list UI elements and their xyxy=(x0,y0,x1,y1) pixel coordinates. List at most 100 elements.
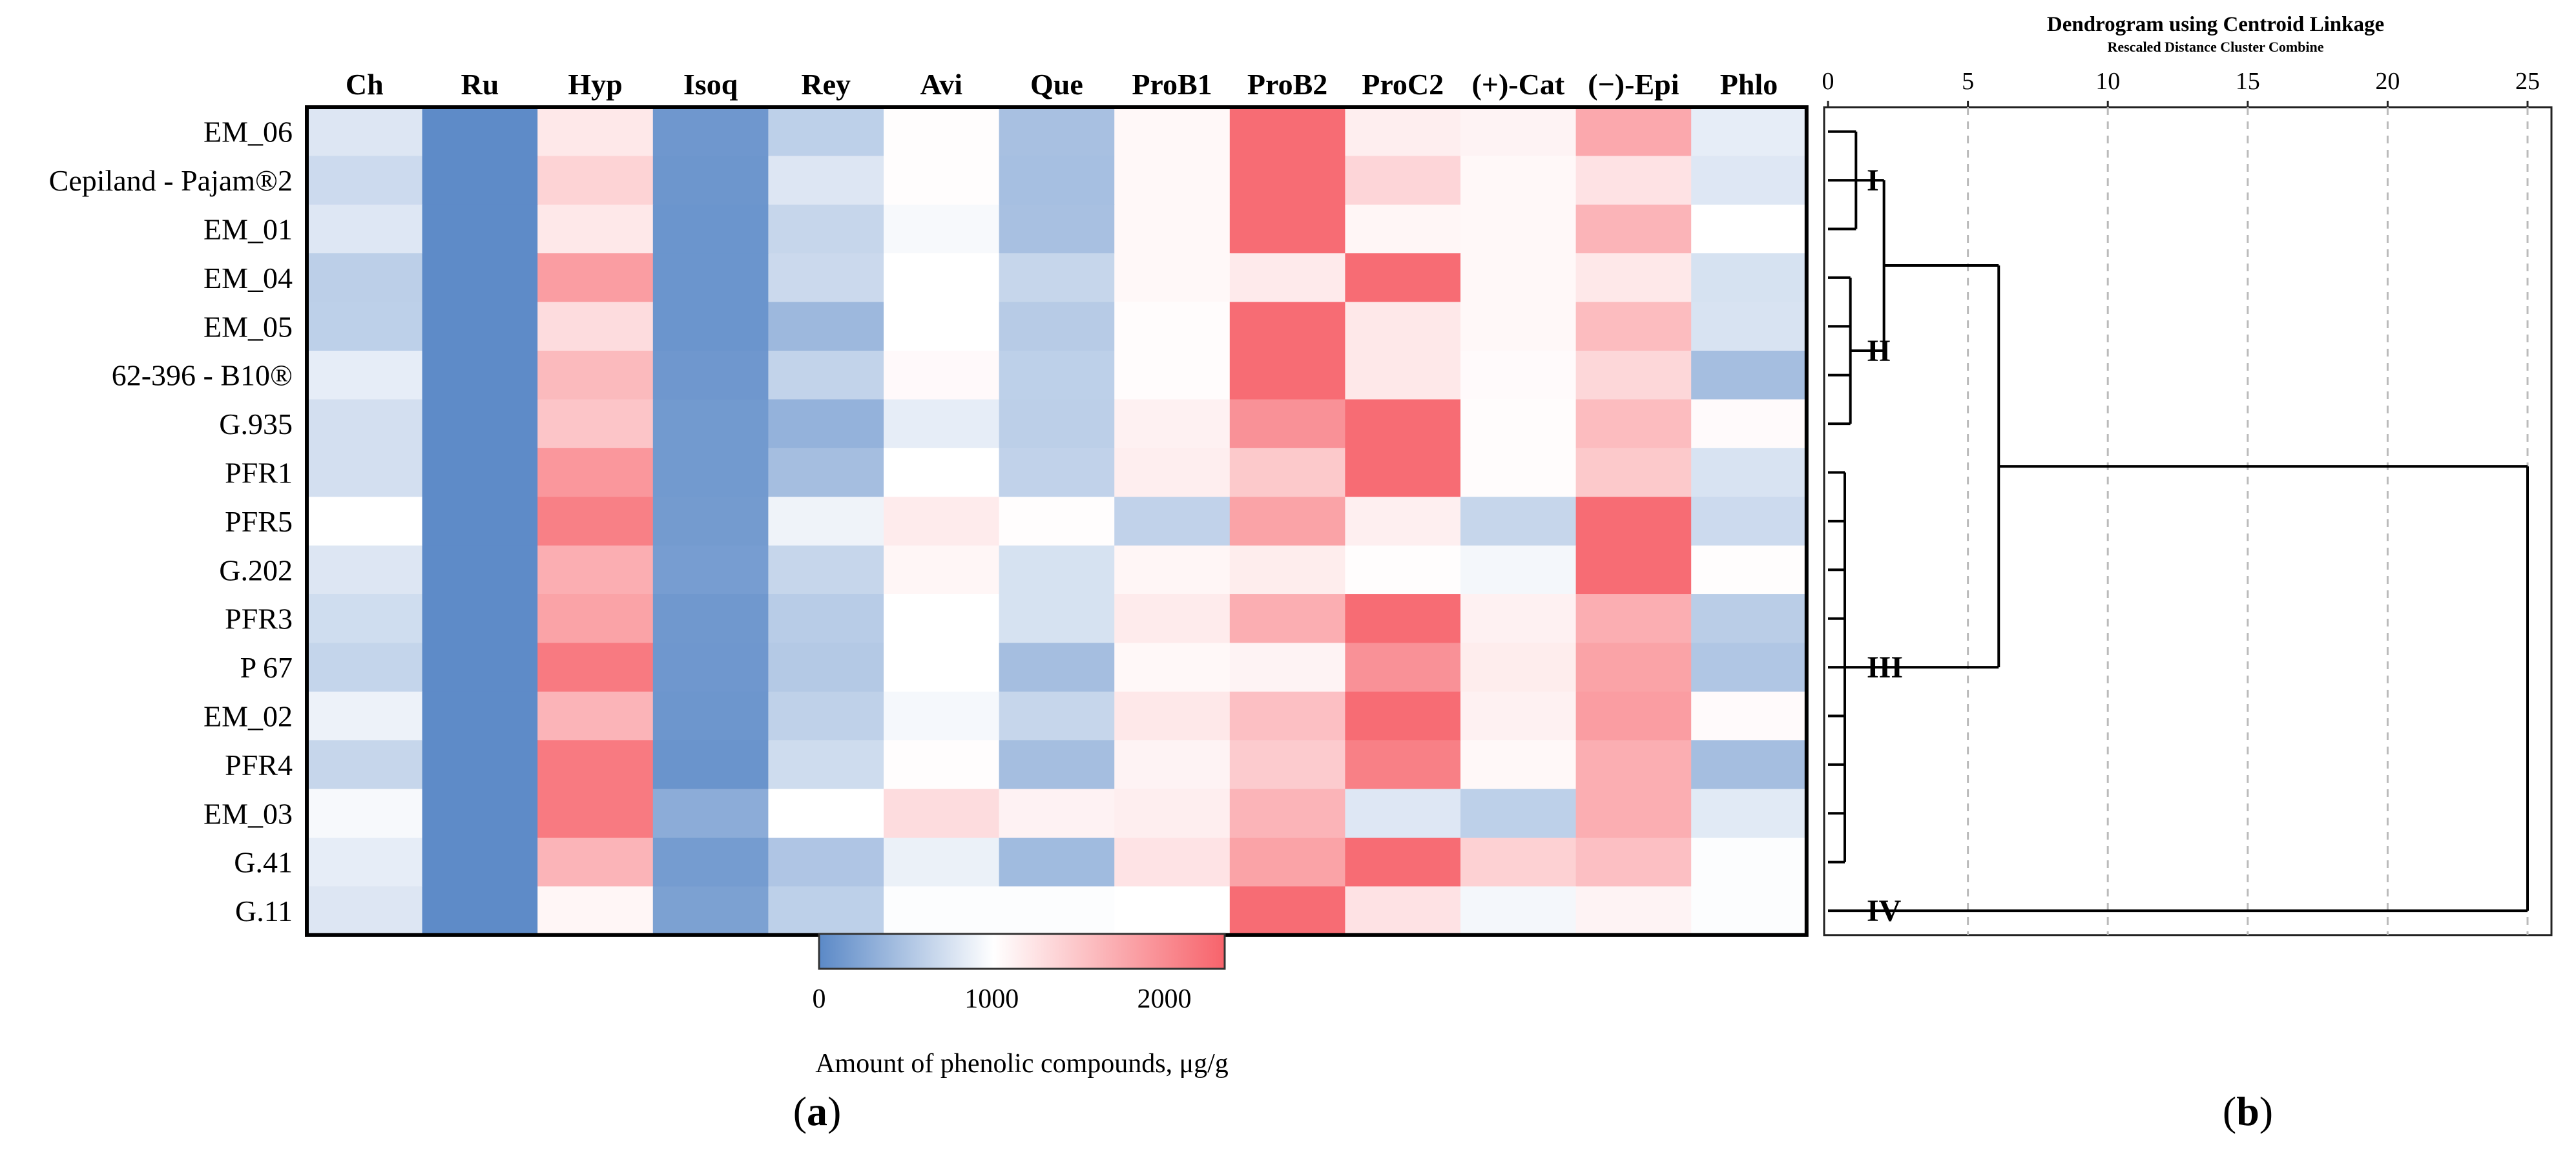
heatmap-cell xyxy=(1460,399,1577,449)
heatmap-cell xyxy=(999,838,1115,887)
heatmap-cell xyxy=(1691,594,1807,643)
heatmap-cell xyxy=(999,107,1115,156)
heatmap-cell xyxy=(652,399,769,449)
heatmap-cell xyxy=(1345,691,1461,741)
heatmap-cell xyxy=(768,643,884,692)
heatmap-cell xyxy=(768,886,884,936)
heatmap-cell xyxy=(422,740,538,790)
heatmap-cell xyxy=(1114,204,1231,254)
heatmap-cell xyxy=(768,399,884,449)
heatmap-cell xyxy=(537,789,654,838)
heatmap-cell xyxy=(1345,302,1461,351)
heatmap-cell xyxy=(1229,643,1345,692)
heatmap-cell xyxy=(1460,789,1577,838)
heatmap-cell xyxy=(1345,838,1461,887)
dendrogram-panel: Dendrogram using Centroid Linkage Rescale… xyxy=(1822,13,2553,937)
heatmap-cell xyxy=(768,545,884,595)
heatmap-cell xyxy=(999,448,1115,497)
heatmap-cell xyxy=(307,643,423,692)
row-label: P 67 xyxy=(240,651,293,684)
heatmap-cell xyxy=(1575,253,1692,303)
colorbar-title: Amount of phenolic compounds, μg/g xyxy=(815,1049,1229,1079)
heatmap-cell xyxy=(652,789,769,838)
column-label: (+)-Cat xyxy=(1471,68,1564,101)
heatmap-cell xyxy=(1460,545,1577,595)
row-label: EM_03 xyxy=(203,797,293,830)
heatmap-cell xyxy=(884,448,1000,497)
heatmap-cell xyxy=(652,643,769,692)
heatmap-cell xyxy=(1229,545,1345,595)
dendrogram-tick-label: 0 xyxy=(1822,68,1834,95)
heatmap-cell xyxy=(999,740,1115,790)
heatmap-cell xyxy=(999,594,1115,643)
heatmap-cell xyxy=(768,204,884,254)
heatmap-cell xyxy=(537,838,654,887)
heatmap-cell xyxy=(1345,253,1461,303)
heatmap-cell xyxy=(1345,497,1461,546)
heatmap-cell xyxy=(307,107,423,156)
heatmap-cell xyxy=(1345,594,1461,643)
heatmap-cell xyxy=(1460,302,1577,351)
heatmap-cell xyxy=(768,302,884,351)
column-label: Phlo xyxy=(1720,68,1778,101)
heatmap-cell xyxy=(1691,643,1807,692)
heatmap-cell xyxy=(1229,497,1345,546)
heatmap-cell xyxy=(652,545,769,595)
heatmap-cell xyxy=(1345,156,1461,205)
heatmap-cell xyxy=(422,545,538,595)
heatmap-cell xyxy=(1114,886,1231,936)
heatmap-cell xyxy=(1345,545,1461,595)
heatmap-cell xyxy=(884,789,1000,838)
heatmap-cell xyxy=(1114,351,1231,400)
heatmap-cell xyxy=(1575,594,1692,643)
row-label: PFR3 xyxy=(225,603,293,636)
heatmap-cell xyxy=(1229,594,1345,643)
colorbar-tick: 2000 xyxy=(1137,984,1191,1014)
heatmap-cell xyxy=(1575,691,1692,741)
heatmap-cell xyxy=(652,107,769,156)
heatmap-cell xyxy=(537,545,654,595)
heatmap-cell xyxy=(1691,691,1807,741)
heatmap-cell xyxy=(884,545,1000,595)
heatmap-cell xyxy=(768,594,884,643)
heatmap-cell xyxy=(307,399,423,449)
column-label: Rey xyxy=(801,68,851,101)
heatmap-cell xyxy=(537,204,654,254)
heatmap-cell xyxy=(768,740,884,790)
heatmap-cell xyxy=(422,399,538,449)
panel-label-a: (a) xyxy=(793,1088,842,1134)
heatmap-cell xyxy=(1691,107,1807,156)
row-label: EM_04 xyxy=(203,262,293,295)
colorbar-tick: 0 xyxy=(813,984,826,1014)
heatmap-cell xyxy=(999,886,1115,936)
heatmap-cell xyxy=(1575,740,1692,790)
heatmap-cell xyxy=(422,594,538,643)
column-label: Que xyxy=(1030,68,1083,101)
heatmap-cell xyxy=(884,691,1000,741)
heatmap-cell xyxy=(768,107,884,156)
heatmap-cell xyxy=(422,691,538,741)
heatmap-cell xyxy=(884,643,1000,692)
heatmap-cell xyxy=(652,448,769,497)
heatmap-cell xyxy=(1460,497,1577,546)
heatmap-cell xyxy=(422,838,538,887)
row-label: PFR1 xyxy=(225,457,293,490)
heatmap-cell xyxy=(537,399,654,449)
heatmap-cell xyxy=(999,497,1115,546)
row-label: G.41 xyxy=(234,846,293,879)
heatmap-cell xyxy=(1691,545,1807,595)
heatmap-cell xyxy=(652,691,769,741)
heatmap-cell xyxy=(1229,691,1345,741)
heatmap-cell xyxy=(1460,594,1577,643)
heatmap-cell xyxy=(1345,399,1461,449)
heatmap-cell xyxy=(652,497,769,546)
heatmap-cell xyxy=(1460,204,1577,254)
column-label: Ch xyxy=(346,68,384,101)
heatmap-cell xyxy=(422,302,538,351)
heatmap-cell xyxy=(1460,253,1577,303)
column-label: ProB1 xyxy=(1132,68,1212,101)
heatmap-cell xyxy=(1229,740,1345,790)
heatmap-cell xyxy=(768,448,884,497)
heatmap-cell xyxy=(768,838,884,887)
